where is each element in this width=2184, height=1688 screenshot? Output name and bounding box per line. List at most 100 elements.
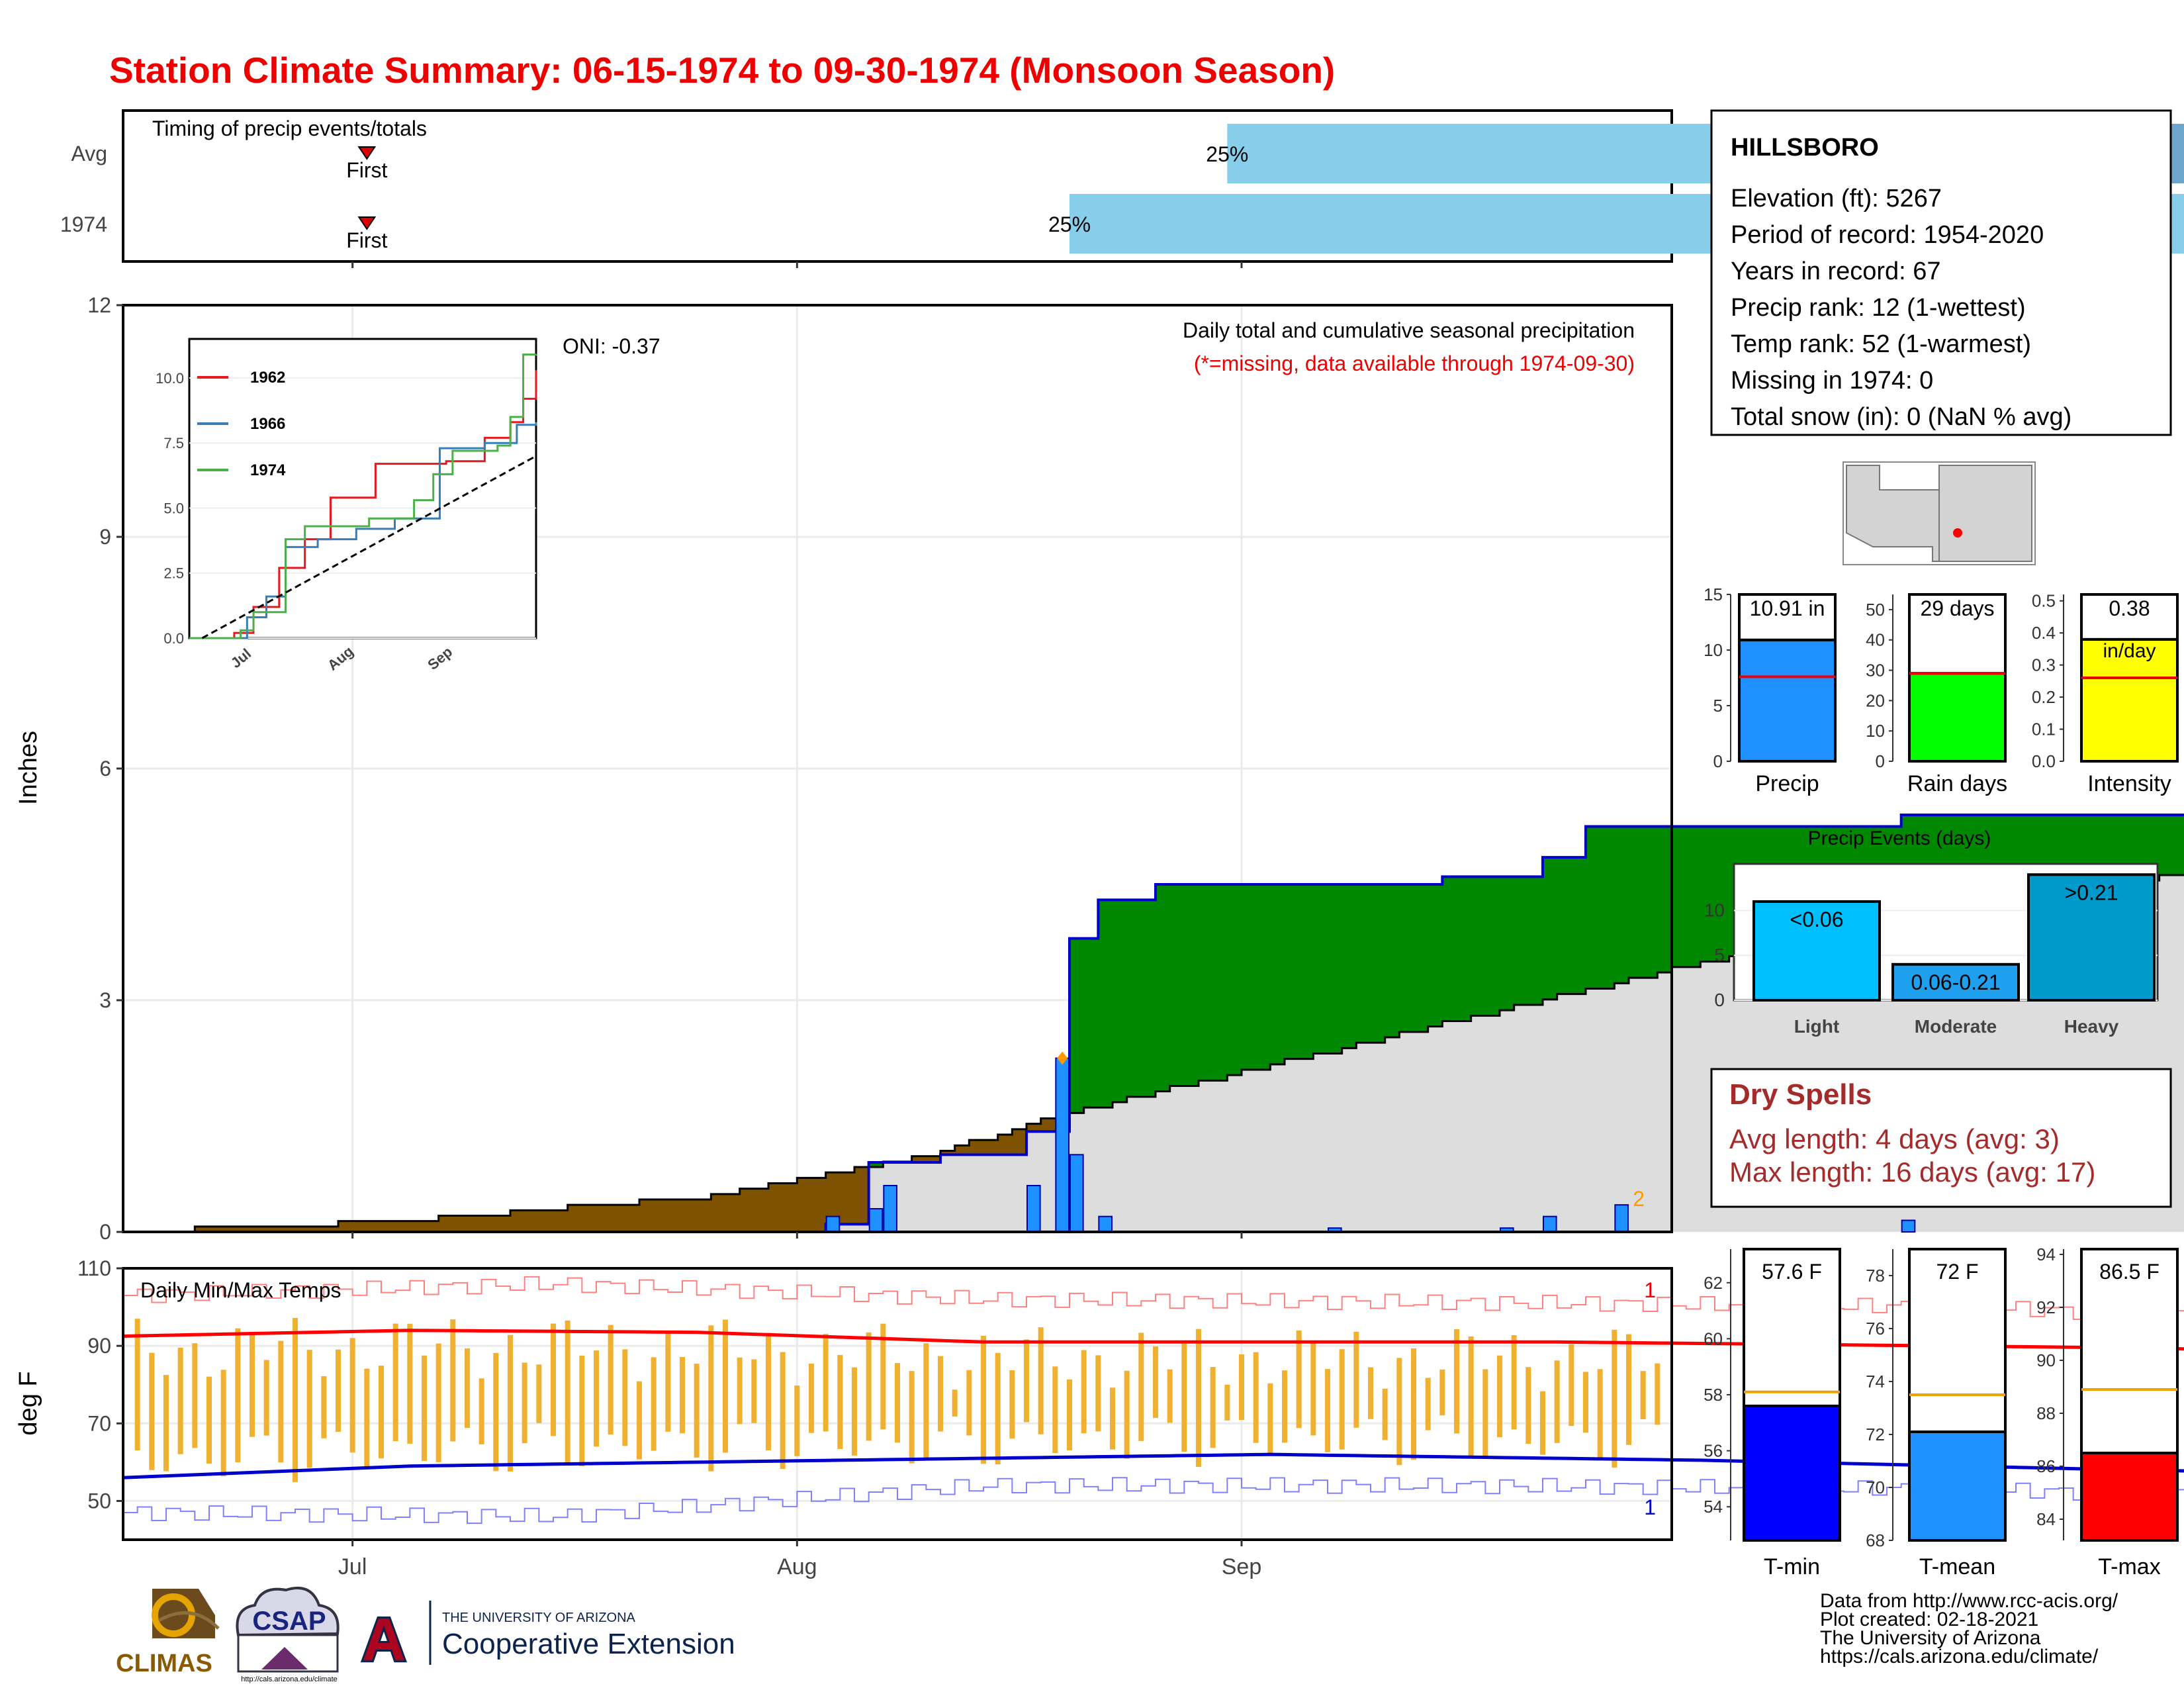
precip-bar-tick-label: 30 — [1866, 661, 1885, 680]
daily-max-marker — [1057, 1051, 1068, 1065]
surplus-segment — [1098, 900, 1113, 1108]
surplus-segment — [1514, 876, 1529, 1005]
deficit-segment — [954, 1145, 970, 1155]
deficit-segment — [1040, 1118, 1056, 1132]
surplus-segment — [1442, 876, 1457, 1021]
surplus-segment — [1069, 938, 1085, 1113]
footer-line-1: Data from http://www.rcc-acis.org/ — [1820, 1590, 2118, 1612]
deficit-segment — [338, 1221, 353, 1232]
station-name: HILLSBORO — [1731, 134, 1879, 162]
temp-bar-tick-label: 86 — [2036, 1456, 2056, 1476]
deficit-segment — [711, 1194, 726, 1232]
station-location-dot — [1953, 528, 1962, 538]
precip-bar-tick-label: 0.4 — [2032, 623, 2056, 643]
daily-precip-bar — [868, 1208, 884, 1233]
temp-bar-tick-label: 76 — [1866, 1319, 1885, 1338]
events-tick-label: 5 — [1714, 945, 1725, 965]
temp-bar-value-label: 86.5 F — [2099, 1260, 2160, 1284]
surplus-segment — [1313, 884, 1328, 1054]
precip-bar-tick-label: 5 — [1713, 696, 1723, 716]
avg-tmin-line — [122, 1452, 2184, 1479]
daily-precip-bar — [1098, 1215, 1113, 1233]
precip-bar-tick-label: 10 — [1866, 721, 1885, 741]
timing-row-label-year: 1974 — [60, 212, 107, 236]
surplus-segment — [1083, 938, 1099, 1108]
temp-bar-label: T-min — [1764, 1554, 1820, 1579]
station-info-box: HILLSBORO Elevation (ft): 5267 Period of … — [1710, 109, 2172, 436]
surplus-segment — [1614, 826, 1629, 984]
temp-bar-tick-label: 72 — [1866, 1425, 1885, 1444]
deficit-segment — [553, 1210, 569, 1232]
surplus-segment — [1328, 884, 1343, 1054]
deficit-segment — [754, 1188, 769, 1232]
events-bar-label: Heavy — [2064, 1016, 2119, 1037]
temp-ytick-label: 110 — [77, 1256, 111, 1280]
csap-logo: CSAP http://cals.arizona.edu/climate — [236, 1586, 340, 1683]
surplus-segment — [868, 1162, 884, 1167]
deficit-segment — [725, 1194, 741, 1232]
temp-bar-tick-label: 70 — [1866, 1477, 1885, 1497]
deficit-segment — [223, 1226, 238, 1232]
deficit-segment — [1026, 1123, 1042, 1132]
surplus-segment — [1686, 826, 1701, 967]
station-info-line: Years in record: 67 — [1731, 258, 1941, 285]
deficit-segment — [983, 1140, 999, 1155]
precip-bar-remainder — [2080, 593, 2179, 641]
temp-ytick-label: 90 — [87, 1334, 111, 1358]
precip-bar-tick-label: 0.1 — [2032, 720, 2056, 739]
daily-precip-bar — [1055, 1057, 1070, 1233]
surplus-segment — [2173, 815, 2184, 875]
deficit-segment — [596, 1205, 612, 1232]
deficit-segment — [625, 1205, 640, 1232]
inset-ytick-label: 2.5 — [163, 565, 184, 582]
precip-bar-label: Precip — [1755, 771, 1819, 796]
timing-title: Timing of precip events/totals — [152, 117, 427, 140]
surplus-segment — [1356, 884, 1371, 1043]
deficit-segment — [295, 1226, 310, 1232]
precip-bar-label: Intensity — [2087, 771, 2171, 796]
temp-bar-tick-label: 90 — [2036, 1350, 2056, 1370]
surplus-segment — [1715, 826, 1730, 962]
events-tick-label: 0 — [1714, 990, 1725, 1010]
surplus-segment — [1643, 826, 1658, 978]
precip-bar-unit-label: in/day — [2103, 640, 2156, 662]
deficit-segment — [768, 1183, 784, 1232]
timing-first-label: First — [346, 158, 387, 182]
temp-title: Daily Min/Max Temps — [140, 1278, 341, 1302]
record-min-line — [123, 1477, 2184, 1524]
inset-ytick-label: 7.5 — [163, 435, 184, 451]
csap-logo-url: http://cals.arizona.edu/climate — [241, 1675, 338, 1683]
precip-bar-fill — [1738, 638, 1837, 763]
temp-ylabel: deg F — [15, 1371, 42, 1435]
surplus-segment — [1399, 884, 1414, 1032]
precip-bar-tick-label: 10 — [1704, 640, 1723, 660]
deficit-segment — [653, 1199, 668, 1232]
deficit-segment — [481, 1215, 496, 1232]
surplus-segment — [2159, 815, 2174, 875]
main-ytick-label: 6 — [99, 757, 111, 780]
surplus-segment — [1600, 826, 1615, 989]
daily-precip-bar — [1614, 1204, 1629, 1233]
deficit-segment — [524, 1210, 539, 1232]
temp-top-count: 1 — [1644, 1278, 1656, 1302]
inset-ytick-label: 5.0 — [163, 500, 184, 516]
deficit-segment — [567, 1205, 582, 1232]
events-bar — [1891, 962, 2020, 1002]
timing-first-label: First — [346, 228, 387, 252]
temp-bar-tick-label: 94 — [2036, 1244, 2056, 1264]
temp-bar-label: T-max — [2098, 1554, 2160, 1579]
oni-label: ONI: -0.37 — [563, 334, 660, 358]
deficit-segment — [997, 1135, 1013, 1155]
locator-map — [1843, 461, 2036, 565]
daily-precip-bar — [883, 1185, 898, 1233]
deficit-segment — [410, 1221, 425, 1232]
dry-spells-max: Max length: 16 days (avg: 17) — [1729, 1156, 2095, 1188]
deficit-segment — [281, 1226, 296, 1232]
station-info-line: Missing in 1974: 0 — [1731, 367, 1933, 395]
temp-bar-tick-label: 88 — [2036, 1403, 2056, 1423]
deficit-segment — [610, 1205, 625, 1232]
surplus-segment — [1485, 876, 1500, 1016]
temp-bar-fill — [1743, 1404, 1841, 1542]
